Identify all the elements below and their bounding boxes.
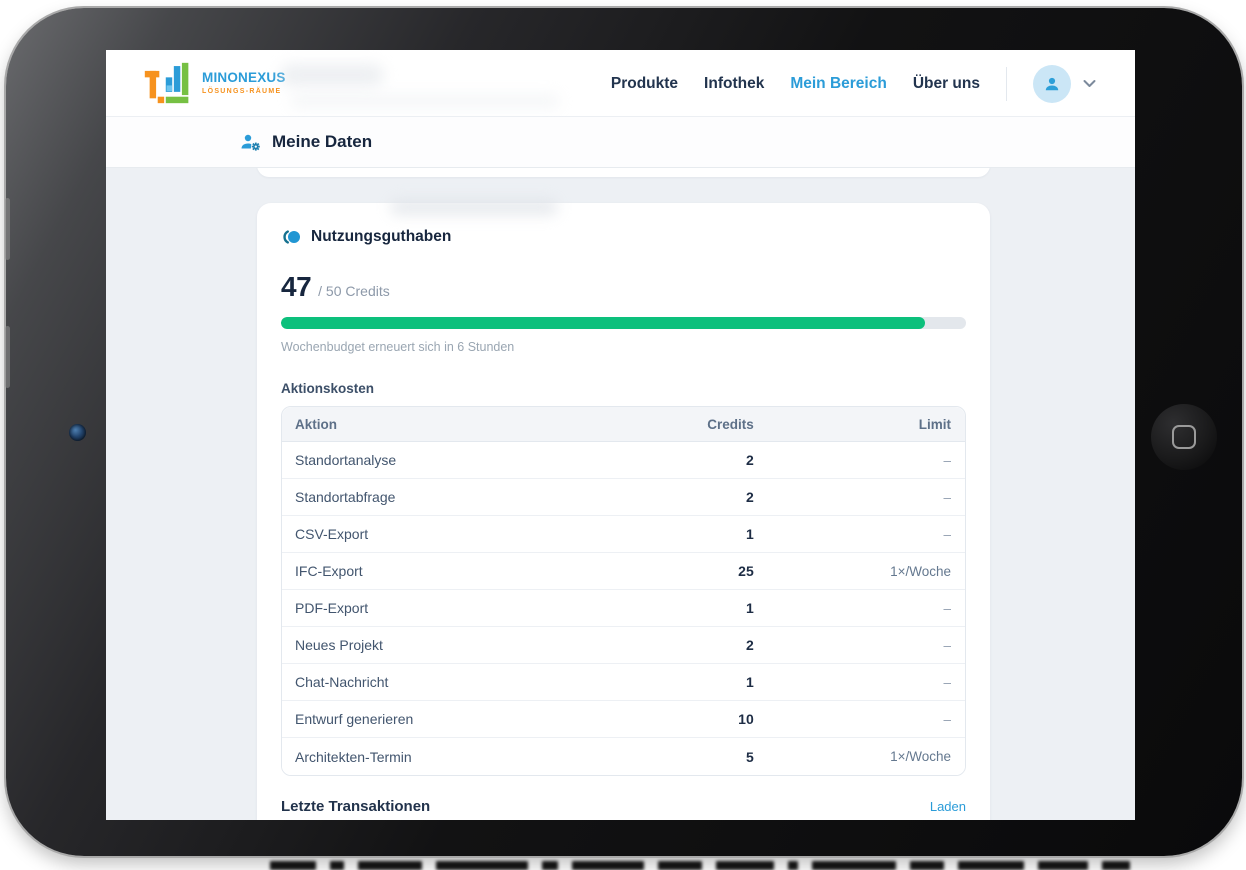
cost-row: Neues Projekt 2–	[282, 627, 965, 664]
cost-row: CSV-Export 1–	[282, 516, 965, 553]
cost-row-action: Standortanalyse	[282, 442, 658, 479]
cost-row-limit: 1×/Woche	[773, 553, 965, 590]
brand-logo[interactable]: MINONEXUS LÖSUNGS-RÄUME	[144, 61, 286, 105]
cost-row-credits: 5	[657, 738, 774, 775]
chevron-down-icon	[1083, 80, 1096, 87]
nav-divider	[1006, 66, 1007, 101]
front-camera	[69, 424, 86, 441]
cost-row-limit: –	[773, 442, 965, 479]
cost-row: Standortabfrage 2–	[282, 479, 965, 516]
page-title: Meine Daten	[272, 132, 373, 151]
renewal-note: Wochenbudget erneuert sich in 6 Stunden	[281, 340, 515, 354]
cost-row: Standortanalyse 2–	[282, 442, 965, 479]
sub-header: Meine Daten	[106, 117, 1135, 215]
cost-row-credits: 1	[657, 664, 774, 701]
cost-row-limit: 1×/Woche	[773, 738, 965, 775]
cost-row-credits: 2	[657, 442, 774, 479]
cost-row-action: CSV-Export	[282, 516, 658, 553]
user-menu-button[interactable]	[1033, 64, 1096, 103]
cost-row-credits: 1	[657, 516, 774, 553]
desk-reflection	[270, 858, 1246, 870]
main-nav: Produkte Infothek Mein Bereich Über uns	[611, 50, 1096, 117]
volume-button	[5, 326, 10, 388]
cost-row-action: Standortabfrage	[282, 479, 658, 516]
transactions-label: Letzte Transaktionen	[281, 798, 431, 815]
cost-row-credits: 25	[657, 553, 774, 590]
cost-row-credits: 2	[657, 627, 774, 664]
cost-row-action: Entwurf generieren	[282, 701, 658, 738]
cost-row: Chat-Nachricht 1–	[282, 664, 965, 701]
cost-row-action: PDF-Export	[282, 590, 658, 627]
cost-row-limit: –	[773, 479, 965, 516]
cost-row-credits: 2	[657, 479, 774, 516]
tablet-frame: MINONEXUS LÖSUNGS-RÄUME Produkte Infothe…	[5, 8, 1242, 856]
coins-icon	[283, 230, 300, 244]
cost-row-action: Chat-Nachricht	[282, 664, 658, 701]
volume-button	[5, 198, 10, 260]
cost-row: Architekten-Termin 5 1×/Woche	[282, 738, 965, 775]
app-header: MINONEXUS LÖSUNGS-RÄUME Produkte Infothe…	[106, 50, 1135, 117]
credits-card: Nutzungsguthaben 47 / 50 Credits Wochenb…	[257, 203, 990, 820]
user-avatar-icon	[1033, 64, 1071, 103]
credits-current: 47	[281, 271, 312, 302]
redacted-blur	[390, 199, 558, 215]
home-button[interactable]	[1151, 404, 1217, 470]
credits-total: / 50 Credits	[318, 283, 390, 299]
nav-item-mein-bereich[interactable]: Mein Bereich	[790, 74, 887, 92]
col-aktion: Aktion	[282, 407, 658, 442]
cost-row-limit: –	[773, 516, 965, 553]
col-limit: Limit	[773, 407, 965, 442]
cost-row-credits: 1	[657, 590, 774, 627]
cost-row-limit: –	[773, 627, 965, 664]
nav-item-ueber-uns[interactable]: Über uns	[912, 74, 980, 92]
redacted-blur	[280, 64, 384, 86]
costs-label: Aktionskosten	[281, 381, 375, 396]
load-transactions-link[interactable]: Laden	[929, 799, 966, 814]
costs-table: Aktion Credits Limit Standortanalyse 2– St…	[281, 406, 966, 776]
brand-mark-icon	[144, 62, 189, 104]
cost-row-limit: –	[773, 664, 965, 701]
cost-row-action: IFC-Export	[282, 553, 658, 590]
nav-item-infothek[interactable]: Infothek	[704, 74, 765, 92]
nav-item-produkte[interactable]: Produkte	[610, 74, 679, 92]
brand-tagline: LÖSUNGS-RÄUME	[202, 87, 282, 95]
costs-table-header: Aktion Credits Limit	[282, 407, 965, 442]
cost-row: Entwurf generieren 10–	[282, 701, 965, 738]
credits-progress-track	[281, 317, 966, 329]
cost-row: IFC-Export 25 1×/Woche	[282, 553, 965, 590]
redacted-blur	[290, 94, 560, 108]
manage-accounts-icon	[241, 134, 260, 151]
screen: MINONEXUS LÖSUNGS-RÄUME Produkte Infothe…	[106, 50, 1135, 820]
cost-row-action: Neues Projekt	[282, 627, 658, 664]
cost-row-limit: –	[773, 590, 965, 627]
brand-name: MINONEXUS	[202, 70, 286, 86]
card-title: Nutzungsguthaben	[311, 228, 452, 245]
credits-progress-fill	[281, 317, 925, 329]
cost-row-credits: 10	[657, 701, 774, 738]
col-credits: Credits	[657, 407, 774, 442]
cost-row-action: Architekten-Termin	[282, 738, 658, 775]
cost-row: PDF-Export 1–	[282, 590, 965, 627]
cost-row-limit: –	[773, 701, 965, 738]
